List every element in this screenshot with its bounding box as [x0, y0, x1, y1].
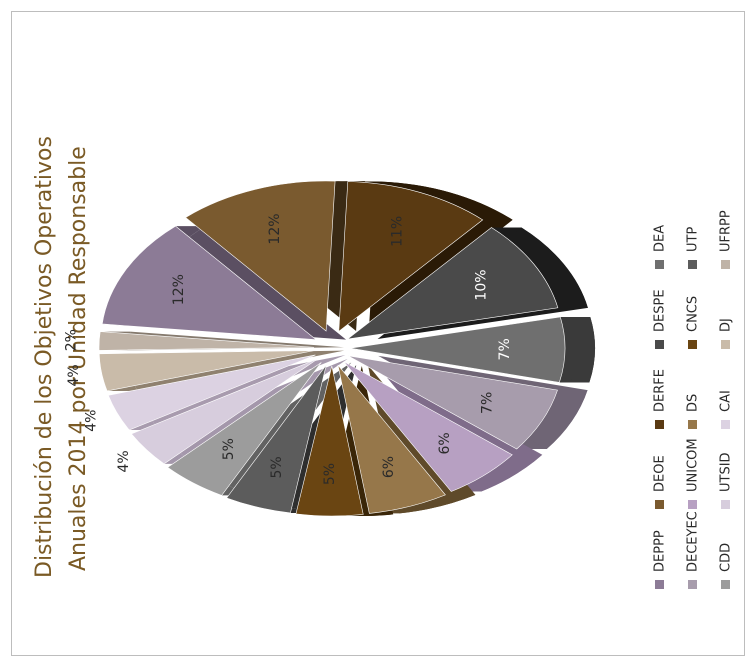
legend-label-despe: DESPE: [653, 289, 668, 332]
legend-label-cncs: CNCS: [686, 296, 701, 332]
legend-swatch-unicom: [688, 500, 697, 509]
slice-percent-label-deppp: 12%: [171, 274, 187, 305]
slice-percent-label-ufrpp: 2%: [63, 329, 79, 351]
pie-slice-deoe: [185, 180, 336, 332]
legend-swatch-deceyec: [688, 580, 697, 589]
pie-slice-cdd: [167, 362, 322, 496]
legend-label-dj: DJ: [719, 318, 734, 332]
legend-label-ds: DS: [686, 394, 701, 412]
slice-percent-label-cncs: 5%: [322, 463, 338, 485]
legend-swatch-despe: [655, 340, 664, 349]
legend-label-derfe: DERFE: [653, 369, 668, 412]
slice-percent-label-cai: 4%: [83, 410, 99, 432]
legend-label-deoe: DEOE: [653, 455, 668, 492]
legend-label-utp: UTP: [686, 227, 701, 252]
legend-label-cdd: CDD: [719, 543, 734, 572]
slice-percent-label-derfe: 11%: [389, 216, 405, 247]
legend-label-unicom: UNICOM: [686, 438, 701, 492]
pie-slice-deceyec: [348, 355, 558, 450]
legend-label-deceyec: DECEYEC: [686, 511, 701, 572]
pie-slice-ufrpp: [98, 331, 315, 351]
legend-label-deppp: DEPPP: [653, 530, 668, 572]
slice-percent-label-unicom: 6%: [437, 432, 453, 454]
legend-swatch-ufrpp: [721, 260, 730, 269]
legend-label-ufrpp: UFRPP: [719, 210, 734, 252]
pie-group: 12% 12% 11% 10% 7% 7% 6% 6% 5% 5% 5% 4% 4% 4% 2%: [63, 180, 595, 517]
slice-percent-label-deceyec: 7%: [480, 392, 496, 414]
pie-slice-dea: [349, 316, 566, 383]
slice-percent-label-despe: 10%: [474, 269, 490, 300]
pie-slice-cai: [107, 354, 316, 431]
chart-legend: DEPPP DECEYEC CDD DEOE UNICOM UTSID DERFE DS CAI…: [653, 210, 734, 589]
pie-slice-despe: [346, 227, 559, 340]
legend-swatch-cai: [721, 420, 730, 429]
legend-label-dea: DEA: [653, 225, 668, 252]
pie-slice-unicom: [343, 361, 513, 492]
legend-swatch-deoe: [655, 500, 664, 509]
legend-swatch-dj: [721, 340, 730, 349]
pie-slice-dj: [98, 350, 315, 392]
legend-swatch-ds: [688, 420, 697, 429]
legend-swatch-cncs: [688, 340, 697, 349]
slice-percent-label-ds: 6%: [381, 456, 397, 478]
legend-swatch-utsid: [721, 500, 730, 509]
legend-swatch-deppp: [655, 580, 664, 589]
pie-slice-ds: [337, 364, 446, 514]
slice-percent-label-deoe: 12%: [267, 213, 283, 244]
legend-swatch-cdd: [721, 580, 730, 589]
legend-swatch-dea: [655, 260, 664, 269]
slice-percent-label-dj: 4%: [66, 364, 82, 386]
pie-slice-utp: [226, 364, 327, 514]
slice-percent-label-dea: 7%: [497, 338, 513, 360]
pie-slice-cncs: [295, 365, 364, 517]
pie-slice-deppp: [101, 225, 317, 341]
slice-percent-label-cdd: 5%: [221, 438, 237, 460]
pie-slice-utsid: [130, 358, 318, 465]
pie-slice-derfe: [338, 181, 484, 332]
slice-percent-label-utsid: 4%: [116, 450, 132, 472]
legend-label-utsid: UTSID: [719, 452, 734, 492]
slice-percent-label-utp: 5%: [269, 456, 285, 478]
legend-swatch-utp: [688, 260, 697, 269]
legend-swatch-derfe: [655, 420, 664, 429]
legend-label-cai: CAI: [719, 390, 734, 412]
